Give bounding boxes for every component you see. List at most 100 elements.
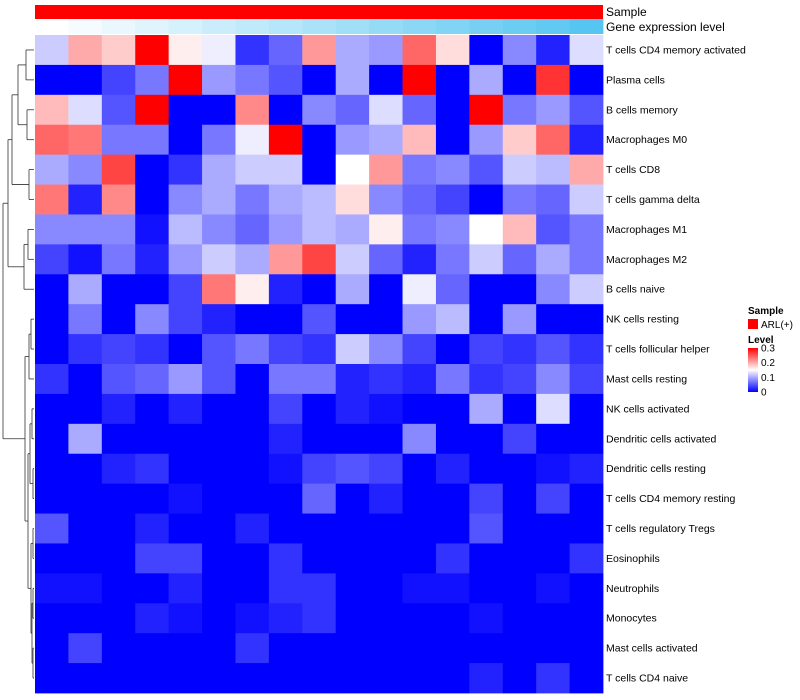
heatmap-cell [302, 393, 337, 425]
heatmap-cell [68, 393, 103, 425]
heatmap-cell [469, 334, 504, 365]
legend-sample-entry: ARL(+) [761, 320, 793, 331]
heatmap-cell [135, 244, 170, 275]
heatmap-cell [68, 483, 103, 514]
heatmap-cell [469, 274, 504, 305]
heatmap-cell [536, 364, 570, 395]
heatmap-cell [35, 513, 69, 544]
row-label: T cells CD4 naive [606, 673, 688, 685]
heatmap-cell [101, 364, 136, 395]
heatmap-cell [435, 393, 470, 425]
heatmap-cell [402, 244, 437, 275]
heatmap-cell [35, 154, 69, 185]
heatmap-cell [202, 64, 236, 96]
heatmap-cell [135, 334, 170, 365]
heatmap-cell [302, 94, 337, 126]
heatmap-cell [101, 35, 136, 66]
heatmap-cell [101, 94, 136, 126]
heatmap-cell [536, 423, 570, 455]
heatmap-cell [569, 393, 604, 425]
row-label: Macrophages M2 [606, 254, 687, 266]
heatmap-cell [202, 154, 236, 185]
heatmap-cell [101, 603, 136, 634]
heatmap-cell [569, 274, 604, 305]
expression-annotation-cell [502, 19, 537, 34]
heatmap-cells [35, 35, 604, 694]
heatmap-cell [569, 573, 604, 604]
heatmap-cell [302, 334, 337, 365]
heatmap-cell [202, 453, 236, 485]
heatmap-cell [435, 244, 470, 275]
heatmap-cell [268, 184, 303, 215]
heatmap-cell [569, 334, 604, 365]
heatmap-cell [369, 543, 403, 574]
row-label: Dendritic cells activated [606, 433, 716, 445]
heatmap-cell [168, 483, 203, 514]
heatmap-cell [235, 94, 270, 126]
heatmap-cell [202, 334, 236, 365]
heatmap-cell [536, 453, 570, 485]
heatmap-cell [268, 154, 303, 185]
heatmap-cell [369, 603, 403, 634]
row-label: T cells follicular helper [606, 344, 710, 356]
heatmap-cell [569, 633, 604, 664]
expression-annotation-cell [369, 19, 403, 34]
heatmap-cell [569, 453, 604, 485]
heatmap-cell [569, 124, 604, 156]
heatmap-cell [268, 94, 303, 126]
heatmap-cell [135, 603, 170, 634]
heatmap-cell [235, 274, 270, 305]
row-dendrogram [2, 49, 34, 679]
heatmap-cell [101, 304, 136, 335]
row-label: B cells memory [606, 104, 679, 116]
heatmap-cell [369, 154, 403, 185]
heatmap-cell [135, 274, 170, 305]
heatmap-cell [569, 184, 604, 215]
heatmap-cell [235, 633, 270, 664]
heatmap-cell [35, 573, 69, 604]
heatmap-cell [502, 483, 537, 514]
heatmap-cell [569, 423, 604, 455]
expression-annotation-cell [469, 19, 504, 34]
heatmap-cell [502, 304, 537, 335]
heatmap-cell [469, 64, 504, 96]
heatmap-cell [202, 603, 236, 634]
heatmap-cell [35, 364, 69, 395]
heatmap-cell [68, 124, 103, 156]
heatmap-cell [335, 124, 370, 156]
heatmap-cell [168, 35, 203, 66]
expression-annotation-cell [435, 19, 470, 34]
heatmap-cell [202, 274, 236, 305]
heatmap-cell [402, 64, 437, 96]
heatmap-cell [202, 94, 236, 126]
heatmap-cell [435, 513, 470, 544]
heatmap-cell [235, 64, 270, 96]
expression-annotation-cell [135, 19, 170, 34]
heatmap-cell [35, 603, 69, 634]
heatmap-cell [335, 663, 370, 694]
heatmap-cell [135, 423, 170, 455]
heatmap-cell [335, 543, 370, 574]
legend-sample-title: Sample [748, 306, 784, 317]
heatmap-cell [302, 184, 337, 215]
row-label: Dendritic cells resting [606, 463, 706, 475]
heatmap-cell [35, 124, 69, 156]
heatmap-cell [168, 154, 203, 185]
heatmap-cell [536, 94, 570, 126]
heatmap-cell [268, 393, 303, 425]
heatmap-cell [502, 663, 537, 694]
row-label: T cells CD8 [606, 164, 660, 176]
heatmap-cell [135, 154, 170, 185]
heatmap-cell [402, 364, 437, 395]
expression-annotation-cell [35, 19, 69, 34]
heatmap-cell [435, 214, 470, 245]
heatmap-cell [235, 304, 270, 335]
heatmap-cell [469, 483, 504, 514]
heatmap-cell [435, 334, 470, 365]
heatmap-cell [302, 543, 337, 574]
heatmap-cell [68, 274, 103, 305]
heatmap-cell [369, 453, 403, 485]
heatmap-cell [402, 393, 437, 425]
heatmap-cell [502, 364, 537, 395]
heatmap-cell [101, 423, 136, 455]
